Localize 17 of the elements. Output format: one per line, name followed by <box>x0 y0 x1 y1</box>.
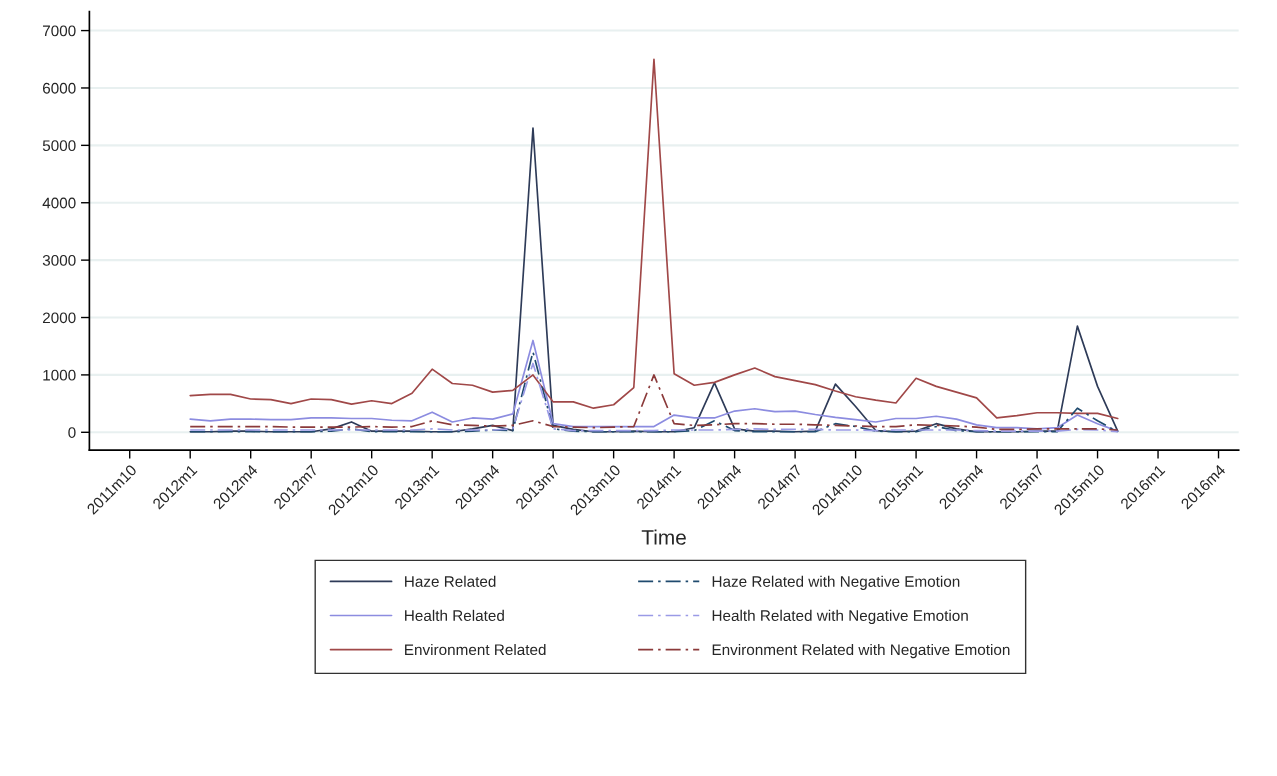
line-series <box>189 374 1119 431</box>
legend-label: Health Related with Negative Emotion <box>712 609 968 625</box>
y-tick-label: 6000 <box>42 82 76 94</box>
legend-label: Haze Related with Negative Emotion <box>712 575 960 590</box>
legend-label: Environment Related <box>405 643 546 656</box>
legend-label: Environment Related with Negative Emotion <box>712 643 1010 659</box>
legend-label: Health Related <box>405 609 504 622</box>
y-tick-label: 3000 <box>42 255 76 266</box>
line-series <box>189 58 1119 420</box>
y-tick-label: 0 <box>68 427 76 438</box>
y-tick-label: 2000 <box>42 312 76 324</box>
y-tick-label: 1000 <box>43 369 76 381</box>
legend-label: Haze Related <box>405 575 496 587</box>
y-tick-label: 7000 <box>43 25 76 37</box>
y-tick-label: 4000 <box>42 197 76 209</box>
x-axis-title: Time <box>641 529 686 545</box>
y-tick-label: 5000 <box>42 140 76 152</box>
